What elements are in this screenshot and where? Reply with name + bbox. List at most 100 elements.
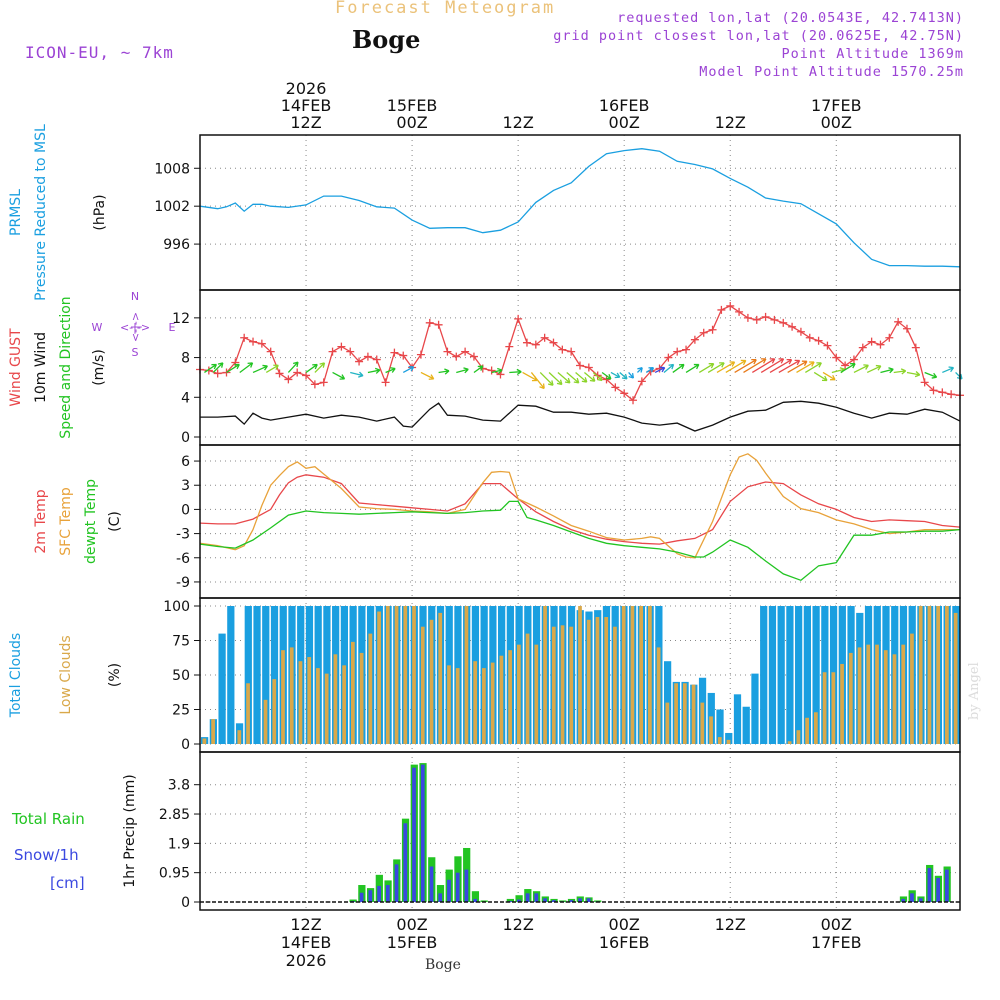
gust-marker (310, 380, 319, 389)
gust-marker (929, 386, 938, 395)
low-clouds-bar (953, 612, 958, 744)
y-tick-label: 1.9 (168, 836, 190, 852)
total-clouds-bar (218, 633, 226, 744)
gust-marker (735, 307, 744, 316)
low-clouds-bar (787, 741, 792, 744)
top-time-label: 16FEB (599, 96, 650, 115)
low-clouds-bar (281, 650, 285, 744)
gust-marker (823, 341, 832, 350)
wind-vector (840, 363, 856, 374)
gust-marker (814, 336, 823, 345)
requested-coords: requested lon,lat (20.0543E, 42.7413N) (617, 10, 964, 26)
low-clouds-bar (560, 625, 565, 744)
gust-marker (328, 347, 337, 356)
gust-marker (911, 343, 920, 352)
temperature-axis-label: dewpt Temp (83, 479, 99, 564)
wind-vector (672, 363, 685, 373)
low-clouds-bar (945, 606, 949, 744)
wind-vector (530, 372, 545, 390)
low-clouds-bar (272, 679, 277, 744)
compass-arrows: <-|-> (120, 321, 150, 334)
point-altitude: Point Altitude 1369m (781, 46, 964, 62)
wind-vector (707, 362, 725, 374)
gust-marker (858, 343, 867, 352)
gust-marker (788, 322, 797, 331)
gust-marker (947, 390, 956, 399)
low-clouds-bar (927, 606, 932, 744)
snow-1h-bar (910, 893, 914, 902)
total-clouds-bar (270, 606, 279, 744)
low-clouds-bar (333, 654, 338, 744)
gust-marker (779, 318, 788, 327)
low-clouds-bar (534, 644, 539, 744)
y-tick-label: 0.95 (159, 866, 190, 882)
gust-marker (266, 347, 275, 356)
low-clouds-bar (569, 626, 574, 744)
low-clouds-bar (307, 657, 312, 744)
low-clouds-bar (473, 661, 478, 744)
y-tick-label: 12 (172, 311, 190, 327)
clouds-axis-label: Low Clouds (58, 635, 74, 714)
total-rain-bar (559, 900, 567, 902)
wind-vector (610, 371, 621, 379)
wind-vector (831, 367, 846, 374)
gust-marker (938, 388, 947, 397)
wind-vector (880, 367, 894, 374)
low-clouds-bar (595, 617, 600, 744)
low-clouds-bar (936, 606, 941, 744)
precip-panel: 0 0.95 1.9 2.85 3.8 Total Rain Snow/1h [cm] 1hr … (11, 751, 961, 911)
low-clouds-bar (482, 668, 486, 744)
low-clouds-bar (202, 738, 207, 744)
wind-vector (663, 363, 675, 373)
gust-marker (849, 355, 858, 364)
location-title: Boge (352, 25, 421, 54)
gust-marker (372, 355, 381, 364)
gust-marker (920, 378, 929, 387)
low-clouds-bar (438, 612, 443, 744)
wind-vector (402, 365, 415, 374)
gust-marker (505, 342, 514, 351)
snow-1h-bar (368, 890, 373, 902)
gust-marker (346, 347, 355, 356)
wind-vector (305, 363, 318, 373)
top-time-label: 12Z (290, 113, 321, 132)
y-tick-label: 0 (181, 895, 190, 911)
wind-vector (385, 367, 396, 374)
wind-vector (942, 366, 955, 374)
low-clouds-bar (324, 673, 329, 744)
wind-vector (628, 372, 635, 379)
low-clouds-bar (447, 665, 451, 744)
low-clouds-bar (665, 702, 670, 744)
gust-marker (337, 342, 346, 351)
wind-vector (734, 358, 757, 374)
prmsl-line (199, 148, 961, 268)
wind-vector (287, 361, 299, 373)
total-clouds-bar (760, 606, 768, 744)
gust-marker (894, 317, 903, 326)
gust-marker (284, 375, 293, 384)
low-clouds-bar (298, 661, 303, 744)
wind-vector (252, 364, 268, 374)
low-clouds-bar (246, 683, 250, 744)
gust-marker (381, 378, 390, 387)
y-tick-label: -6 (176, 551, 190, 567)
wind-vector (654, 366, 666, 374)
low-clouds-bar (403, 606, 408, 744)
total-clouds-bar (716, 709, 724, 744)
wind-vector (350, 371, 364, 378)
pressure-frame (199, 134, 961, 291)
y-tick-label: 8 (181, 351, 190, 367)
bottom-time-label: 16FEB (599, 933, 650, 952)
y-tick-label: 1002 (154, 199, 190, 215)
low-clouds-bar (578, 606, 582, 744)
wind-vector (698, 363, 715, 374)
gust-marker (664, 353, 673, 362)
low-clouds-bar (857, 647, 862, 744)
gust-marker (452, 352, 461, 361)
wind-vector (787, 360, 808, 374)
gust-marker (434, 320, 443, 329)
precip-label-unit: [cm] (50, 874, 85, 892)
low-clouds-bar (289, 647, 294, 744)
gust-marker (770, 315, 779, 324)
y-tick-label: 3 (181, 478, 190, 494)
